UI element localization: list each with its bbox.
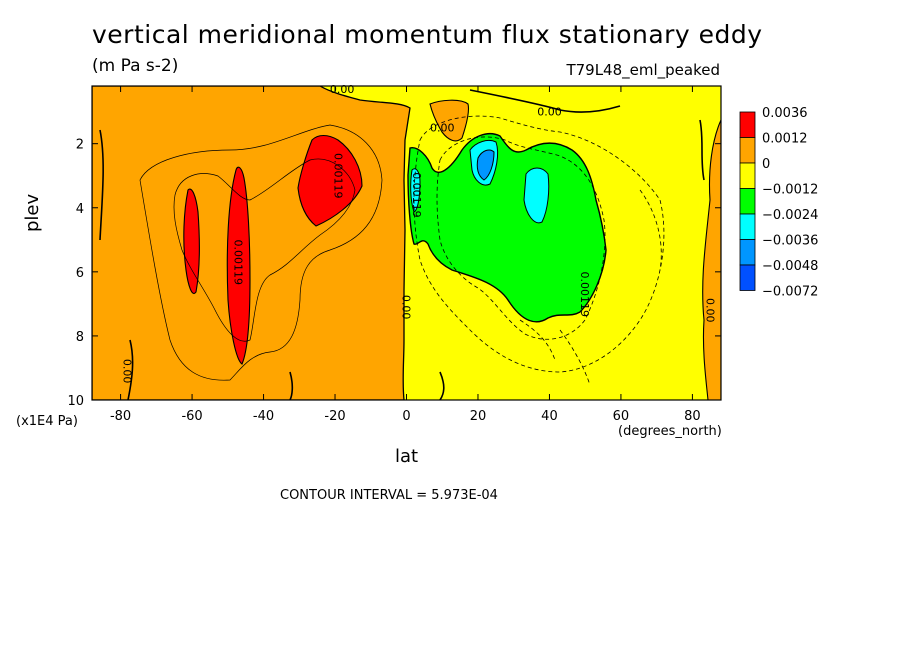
contour-label-text-6: 0.00 <box>400 295 413 320</box>
contour-label-0: 0.00 <box>330 83 355 96</box>
contour-label-text-0: 0.00 <box>330 83 355 96</box>
colorbar-swatch-1 <box>739 137 756 164</box>
y-tick-label-0: 2 <box>76 138 84 153</box>
colorbar-label-7: −0.0072 <box>762 285 818 300</box>
contour-label-6: 0.00 <box>400 295 413 320</box>
x-axis-unit: (degrees_north) <box>618 424 722 439</box>
colorbar: 0.0036 0.0012 0 −0.0012 −0.0024 −0.0036 −0.004… <box>739 106 818 300</box>
field-cyan-b <box>523 167 550 224</box>
contour-label-4: 0.00119 <box>232 239 245 285</box>
colorbar-label-0: 0.0036 <box>762 106 808 121</box>
colorbar-label-2: 0 <box>762 157 770 172</box>
contour-label-2: 0.00 <box>430 122 455 135</box>
field-red-lobe-c <box>297 134 363 227</box>
colorbar-label-6: −0.0048 <box>762 259 818 274</box>
x-tick-label-2: -40 <box>253 409 274 424</box>
chart-title: vertical meridional momentum flux statio… <box>92 20 763 49</box>
field-cyan-c <box>410 168 421 213</box>
x-tick-label-7: 60 <box>613 409 630 424</box>
colorbar-label-5: −0.0036 <box>762 234 818 249</box>
y-tick-label-1: 4 <box>76 202 84 217</box>
y-tick-label-2: 6 <box>76 266 84 281</box>
contours-positive-thin <box>139 124 383 381</box>
contour-interval: CONTOUR INTERVAL = 5.973E-04 <box>280 488 498 503</box>
field-sh-positive-orange <box>92 86 411 400</box>
contour-label-7: 0.00119 <box>578 272 591 318</box>
contour-label-text-4: 0.00119 <box>232 239 245 285</box>
contour-label-9: 0.00 <box>121 359 134 384</box>
model-label: T79L48_eml_peaked <box>566 61 720 79</box>
field-nh-pole-orange <box>702 119 721 400</box>
x-tick-label-3: -20 <box>324 409 345 424</box>
x-tick-label-1: -60 <box>181 409 202 424</box>
y-tick-label-3: 8 <box>76 330 84 345</box>
y-axis-label: plev <box>22 193 43 232</box>
field-red-lobe-b <box>226 166 251 365</box>
x-tick-label-8: 80 <box>684 409 701 424</box>
contour-label-8: 0.00 <box>703 298 716 323</box>
contours-negative-dashed <box>413 115 665 386</box>
x-tick-label-4: 0 <box>402 409 410 424</box>
x-tick-label-6: 40 <box>541 409 558 424</box>
contour-label-text-2: 0.00 <box>430 122 455 135</box>
x-tick-label-5: 20 <box>470 409 487 424</box>
colorbar-swatch-4 <box>739 213 756 240</box>
field-blue-core <box>476 149 495 181</box>
contour-label-text-3: 0.00119 <box>332 153 345 199</box>
colorbar-swatch-5 <box>739 239 756 266</box>
colorbar-label-4: −0.0024 <box>762 208 818 223</box>
x-tick-label-0: -80 <box>110 409 131 424</box>
chart-subtitle: (m Pa s-2) <box>92 56 179 76</box>
colorbar-swatch-3 <box>739 188 756 215</box>
contour-label-text-5: 0.00119 <box>410 172 423 218</box>
contour-label-text-1: 0.00 <box>537 106 562 119</box>
colorbar-swatch-0 <box>739 111 756 138</box>
field-nh-positive-orange-top <box>429 99 470 142</box>
field-red-lobe-a <box>183 188 200 294</box>
contour-label-text-8: 0.00 <box>703 298 716 323</box>
contour-label-text-7: 0.00119 <box>578 272 591 318</box>
contour-label-5: 0.00119 <box>410 172 423 218</box>
contour-labels: 0.00 0.00 0.00 0.00119 0.00119 0.00119 0.00 0.0… <box>121 83 717 383</box>
colorbar-label-3: −0.0012 <box>762 183 818 198</box>
plot-area <box>92 86 721 400</box>
contour-label-3: 0.00119 <box>332 153 345 199</box>
axes: -80 -60 -40 -20 0 20 40 60 80 2 4 6 8 10 <box>67 86 721 424</box>
colorbar-swatch-2 <box>739 162 756 189</box>
x-axis-label: lat <box>395 446 419 467</box>
contour-label-1: 0.00 <box>537 106 562 119</box>
y-tick-label-4: 10 <box>67 394 84 409</box>
colorbar-swatch-6 <box>739 264 756 291</box>
y-axis-unit: (x1E4 Pa) <box>16 414 78 429</box>
colorbar-label-1: 0.0012 <box>762 132 808 147</box>
contour-label-text-9: 0.00 <box>121 359 134 384</box>
contours-zero <box>99 89 705 400</box>
